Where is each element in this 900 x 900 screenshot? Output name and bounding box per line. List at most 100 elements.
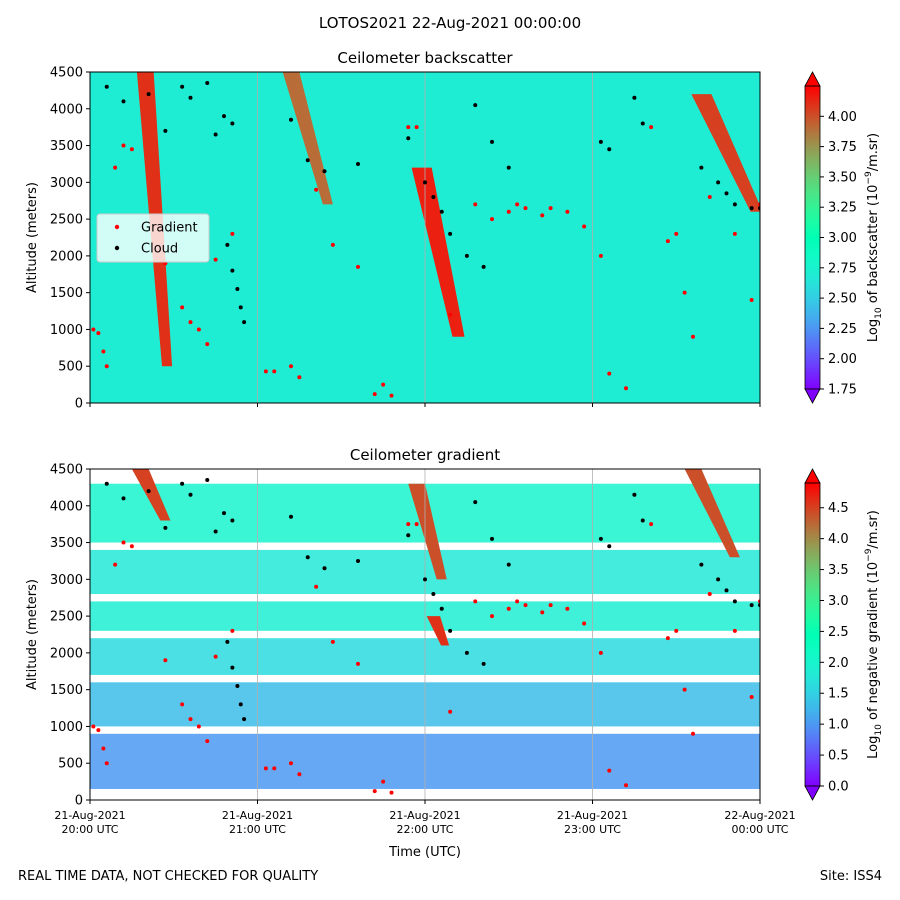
cloud-point	[213, 529, 218, 534]
colorbar-tick-label: 3.50	[828, 170, 857, 185]
cloud-point	[448, 231, 453, 236]
gradient-point	[129, 147, 134, 152]
footer-quality-note: REAL TIME DATA, NOT CHECKED FOR QUALITY	[18, 869, 319, 884]
cloud-point	[724, 588, 729, 593]
y-tick-label: 4500	[50, 463, 83, 478]
gradient-point	[213, 257, 218, 262]
cloud-point	[640, 518, 645, 523]
gradient-point	[372, 789, 377, 794]
y-tick-label: 0	[75, 794, 83, 809]
colorbar-extend-max	[804, 468, 821, 484]
cloud-point	[423, 577, 427, 582]
cloud-point	[632, 492, 637, 497]
cloud-point	[104, 84, 109, 89]
gradient-point	[406, 125, 411, 130]
x-tick-label: 21:00 UTC	[229, 823, 286, 836]
gradient-point	[414, 125, 419, 130]
legend-box	[96, 213, 210, 263]
colorbar-extend-max	[804, 71, 821, 87]
cloud-point	[146, 92, 151, 97]
gradient-point	[297, 772, 302, 777]
cloud-point	[732, 599, 737, 604]
gradient-point	[448, 312, 453, 317]
cloud-point	[230, 518, 235, 523]
gradient-point	[523, 206, 528, 211]
colorbar-tick-label: 4.00	[828, 110, 857, 125]
gradient-point	[682, 290, 687, 295]
cloud-point	[121, 99, 126, 104]
gradient-point	[749, 298, 754, 303]
y-tick-label: 500	[58, 757, 83, 772]
x-tick-label: 22:00 UTC	[396, 823, 453, 836]
cloud-point	[464, 253, 469, 258]
colorbar-tick-label: 1.75	[828, 383, 857, 398]
colorbar-extend-min	[804, 388, 821, 404]
gradient-point	[205, 739, 210, 744]
y-axis-label: Altitude (meters)	[25, 579, 40, 690]
colorbar-tick-label: 2.5	[828, 625, 849, 640]
gradient-point	[96, 331, 101, 336]
cloud-point	[640, 121, 645, 126]
cloud-point	[235, 683, 240, 688]
colorbar-label: Log10 of backscatter (10−9/m.sr)	[864, 133, 884, 342]
cloud-point	[163, 128, 168, 133]
y-tick-label: 2000	[50, 249, 83, 264]
cloud-point	[188, 492, 193, 497]
gradient-point	[272, 766, 277, 771]
cloud-point	[749, 206, 754, 211]
y-tick-label: 1500	[50, 286, 83, 301]
gradient-point	[506, 209, 511, 214]
heatmap-plume	[131, 469, 171, 521]
y-tick-label: 2500	[50, 610, 83, 625]
colorbar-tick-label: 4.0	[828, 532, 849, 547]
y-tick-label: 0	[75, 397, 83, 412]
cloud-point	[104, 481, 109, 486]
cloud-point	[146, 489, 151, 494]
cloud-point	[163, 525, 168, 530]
colorbar-tick-label: 3.0	[828, 594, 849, 609]
cloud-point	[632, 95, 637, 100]
gradient-point	[91, 724, 96, 729]
gradient-point	[230, 231, 235, 236]
y-tick-label: 3500	[50, 536, 83, 551]
y-tick-label: 2000	[50, 646, 83, 661]
y-tick-label: 4000	[50, 499, 83, 514]
gradient-point	[523, 603, 528, 608]
colorbar-tick-label: 3.25	[828, 201, 857, 216]
x-tick-label: 21-Aug-2021	[54, 809, 125, 822]
gradient-point	[732, 231, 737, 236]
chart-panel-1: Ceilometer backscatter 0 500 1000 1500 2000 25…	[25, 49, 884, 412]
cloud-point	[205, 81, 210, 86]
gradient-point	[196, 724, 201, 729]
gradient-point	[473, 599, 478, 604]
gradient-point	[624, 386, 628, 391]
cloud-point	[607, 544, 612, 549]
colorbar-label: Log10 of negative gradient (10−9/m.sr)	[864, 510, 884, 759]
gradient-point	[96, 728, 101, 733]
cloud-point	[188, 95, 193, 100]
gradient-point	[205, 342, 210, 347]
y-tick-label: 3000	[50, 573, 83, 588]
gradient-point	[263, 766, 268, 771]
cloud-point	[506, 562, 511, 567]
cloud-point	[238, 702, 243, 707]
gradient-point	[582, 224, 587, 229]
cloud-point	[180, 481, 185, 486]
cloud-point	[448, 628, 453, 633]
cloud-point	[213, 132, 218, 137]
colorbar-tick-label: 0.0	[828, 780, 849, 795]
cloud-point	[506, 165, 511, 170]
cloud-point	[242, 717, 247, 722]
gradient-point	[682, 687, 687, 692]
gradient-point	[598, 253, 603, 258]
gradient-point	[330, 639, 335, 644]
gradient-point	[289, 761, 293, 766]
cloud-point	[406, 136, 411, 141]
colorbar-tick-label: 2.50	[828, 292, 857, 307]
heatmap-plume	[282, 72, 333, 205]
colorbar-tick-label: 4.5	[828, 501, 849, 516]
gradient-point	[490, 614, 494, 619]
gradient-point	[674, 231, 679, 236]
cloud-point	[235, 286, 240, 291]
